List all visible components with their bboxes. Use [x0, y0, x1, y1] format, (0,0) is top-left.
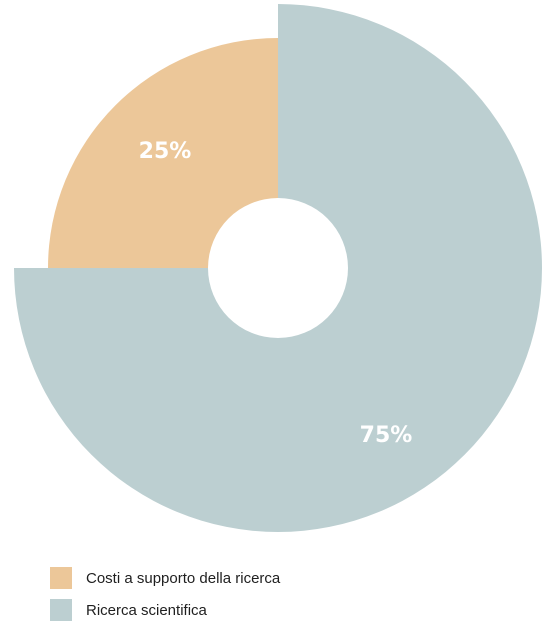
legend-item-costi: Costi a supporto della ricerca	[50, 562, 280, 594]
chart-legend: Costi a supporto della ricerca Ricerca s…	[50, 562, 280, 626]
legend-item-ricerca: Ricerca scientifica	[50, 594, 280, 626]
slice-value-label-1: 25%	[139, 139, 192, 164]
legend-label-costi: Costi a supporto della ricerca	[86, 569, 281, 587]
chart-value-labels: 25% 75%	[139, 139, 413, 448]
donut-chart: 25% 75%	[14, 4, 542, 532]
slice-value-label-2: 75%	[360, 423, 413, 448]
legend-label-ricerca: Ricerca scientifica	[86, 601, 207, 619]
donut-hole	[208, 198, 348, 338]
pie-slice-1	[48, 38, 278, 268]
legend-swatch-ricerca	[50, 599, 72, 621]
legend-swatch-costi	[50, 567, 72, 589]
